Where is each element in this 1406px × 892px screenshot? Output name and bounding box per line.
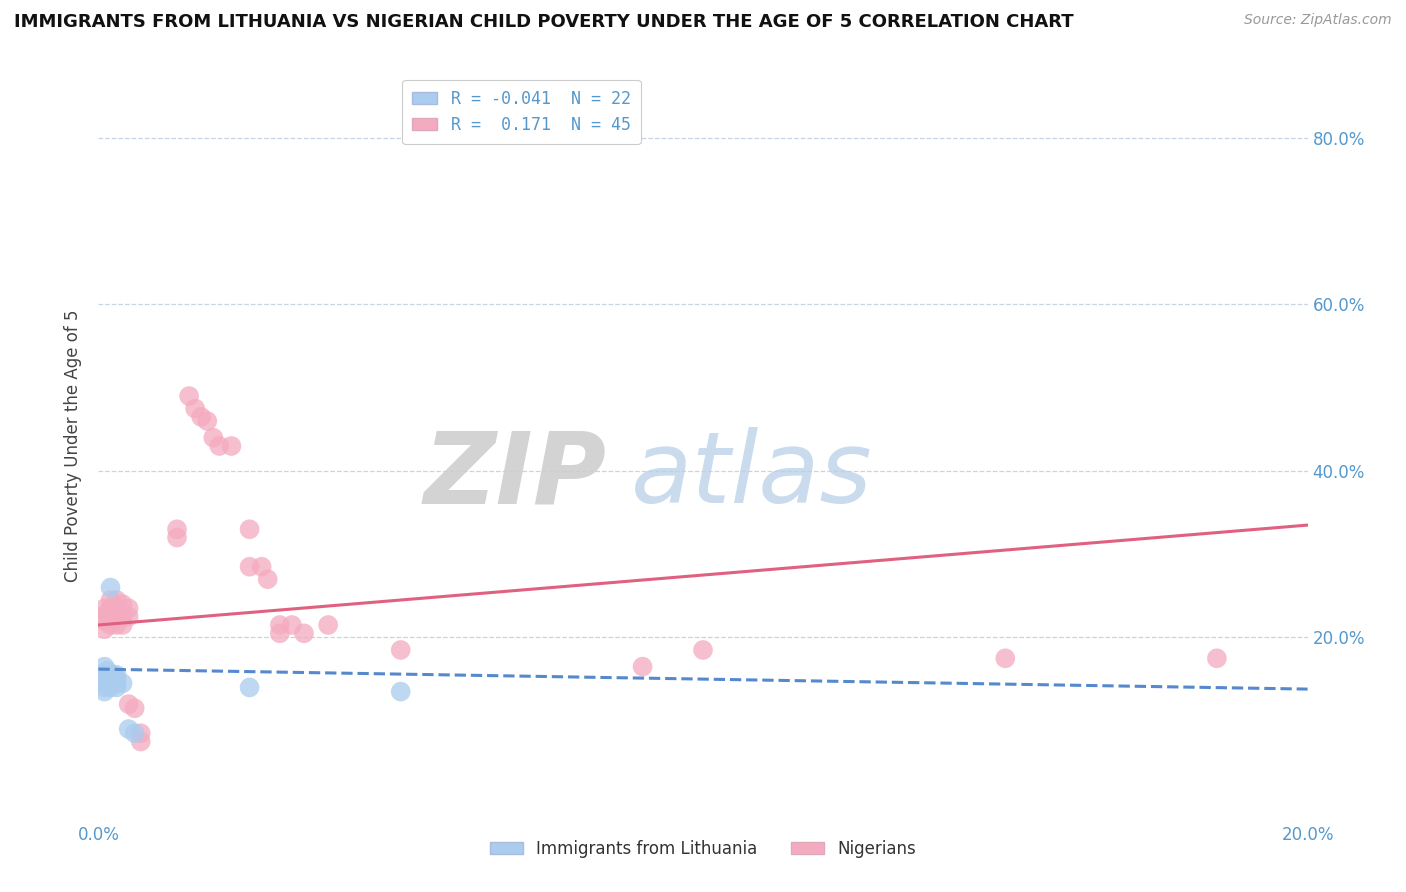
Point bbox=[100, 593, 122, 607]
Point bbox=[124, 726, 146, 740]
Point bbox=[96, 664, 118, 678]
Text: Source: ZipAtlas.com: Source: ZipAtlas.com bbox=[1244, 13, 1392, 28]
Text: atlas: atlas bbox=[630, 427, 872, 524]
Point bbox=[179, 389, 201, 403]
Point bbox=[105, 668, 128, 682]
Point bbox=[239, 522, 262, 536]
Point bbox=[111, 618, 134, 632]
Point bbox=[124, 701, 146, 715]
Point bbox=[129, 734, 152, 748]
Point bbox=[105, 618, 128, 632]
Point bbox=[100, 668, 122, 682]
Point bbox=[166, 522, 188, 536]
Point bbox=[316, 618, 339, 632]
Point bbox=[93, 668, 115, 682]
Legend: Immigrants from Lithuania, Nigerians: Immigrants from Lithuania, Nigerians bbox=[484, 833, 922, 864]
Point bbox=[111, 676, 134, 690]
Point bbox=[389, 684, 412, 698]
Text: IMMIGRANTS FROM LITHUANIA VS NIGERIAN CHILD POVERTY UNDER THE AGE OF 5 CORRELATI: IMMIGRANTS FROM LITHUANIA VS NIGERIAN CH… bbox=[14, 13, 1074, 31]
Point bbox=[631, 659, 654, 673]
Point bbox=[105, 672, 128, 686]
Point bbox=[90, 609, 112, 624]
Point bbox=[221, 439, 243, 453]
Point bbox=[90, 668, 112, 682]
Point bbox=[118, 601, 141, 615]
Y-axis label: Child Poverty Under the Age of 5: Child Poverty Under the Age of 5 bbox=[65, 310, 83, 582]
Point bbox=[93, 684, 115, 698]
Point bbox=[250, 559, 273, 574]
Point bbox=[93, 676, 115, 690]
Point bbox=[105, 601, 128, 615]
Point bbox=[292, 626, 315, 640]
Point bbox=[105, 609, 128, 624]
Point bbox=[118, 697, 141, 711]
Point bbox=[105, 681, 128, 695]
Text: ZIP: ZIP bbox=[423, 427, 606, 524]
Point bbox=[105, 676, 128, 690]
Point bbox=[96, 606, 118, 620]
Point bbox=[269, 626, 291, 640]
Point bbox=[129, 726, 152, 740]
Point bbox=[166, 531, 188, 545]
Point bbox=[111, 597, 134, 611]
Point bbox=[195, 414, 218, 428]
Point bbox=[184, 401, 207, 416]
Point bbox=[100, 676, 122, 690]
Point bbox=[239, 681, 262, 695]
Point bbox=[281, 618, 304, 632]
Point bbox=[118, 609, 141, 624]
Point bbox=[100, 614, 122, 628]
Point bbox=[994, 651, 1017, 665]
Point bbox=[93, 681, 115, 695]
Point bbox=[269, 618, 291, 632]
Point bbox=[239, 559, 262, 574]
Point bbox=[93, 614, 115, 628]
Point bbox=[190, 409, 212, 424]
Point bbox=[105, 593, 128, 607]
Point bbox=[389, 643, 412, 657]
Point bbox=[100, 618, 122, 632]
Point bbox=[118, 722, 141, 736]
Point bbox=[202, 431, 225, 445]
Point bbox=[93, 659, 115, 673]
Point bbox=[100, 672, 122, 686]
Point bbox=[93, 622, 115, 636]
Point bbox=[100, 681, 122, 695]
Point bbox=[692, 643, 714, 657]
Point bbox=[103, 668, 125, 682]
Point bbox=[100, 581, 122, 595]
Point bbox=[93, 601, 115, 615]
Point bbox=[1206, 651, 1229, 665]
Point bbox=[208, 439, 231, 453]
Point bbox=[100, 601, 122, 615]
Point bbox=[111, 609, 134, 624]
Point bbox=[256, 572, 278, 586]
